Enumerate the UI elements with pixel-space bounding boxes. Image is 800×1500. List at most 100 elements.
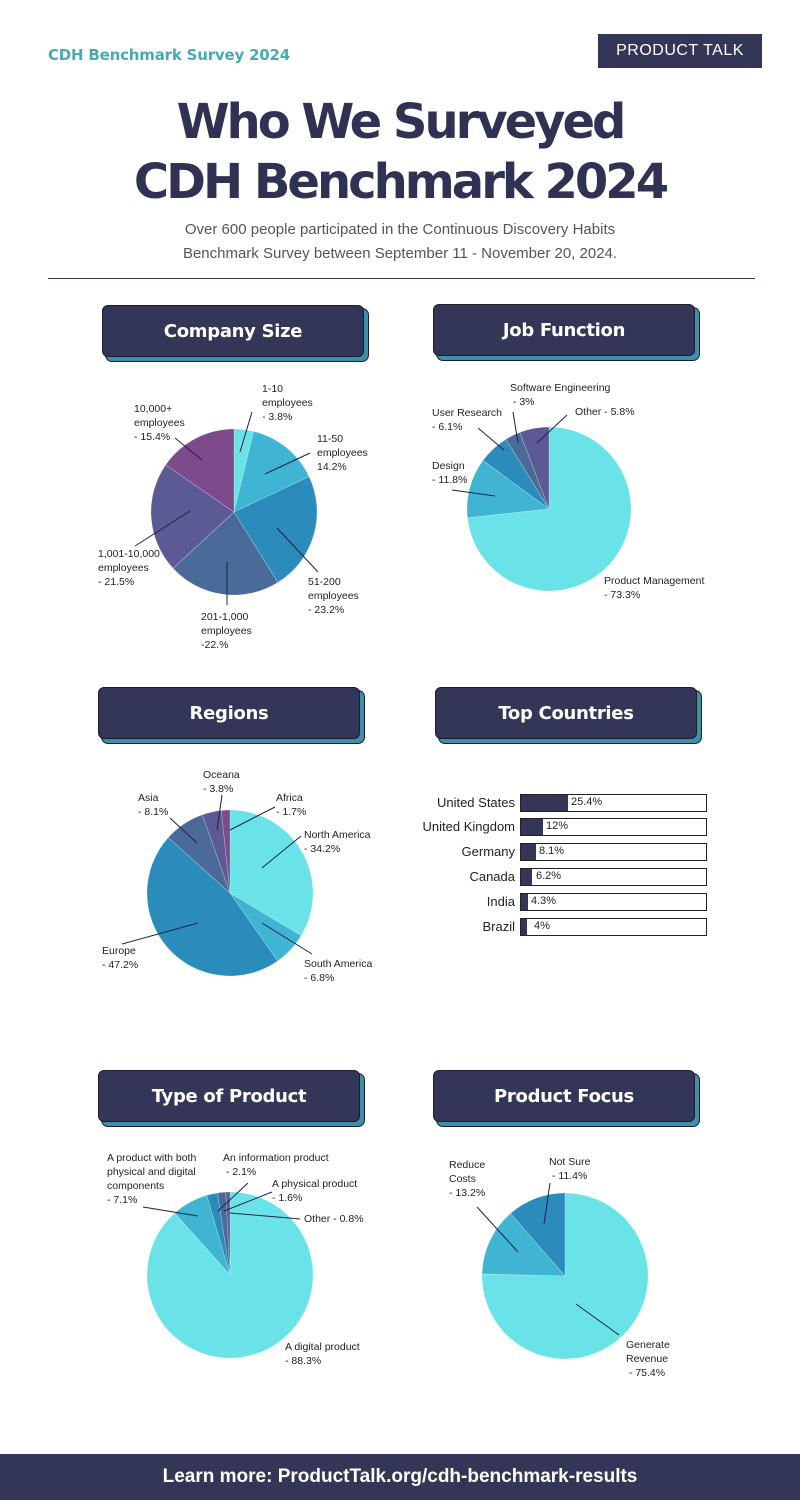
section-header-job-function: Job Function [433, 304, 695, 356]
slice-label: Generate Revenue - 75.4% [626, 1339, 670, 1379]
leader-line [476, 1206, 519, 1253]
section-header-product-focus: Product Focus [433, 1070, 695, 1122]
slice-label: Asia - 8.1% [138, 792, 168, 818]
slice-label: Africa - 1.7% [276, 792, 306, 818]
bar-fill [521, 795, 568, 811]
footer-learn-more-link[interactable]: Learn more: ProductTalk.org/cdh-benchmar… [0, 1454, 800, 1500]
slice-label: South America - 6.8% [304, 958, 372, 984]
slice-label: 51-200 employees - 23.2% [308, 576, 359, 616]
pie-slice [481, 1212, 566, 1277]
leader-line [216, 794, 223, 831]
slice-label: A digital product - 88.3% [285, 1341, 360, 1367]
slice-label: An information product - 2.1% [223, 1152, 329, 1178]
slice-label: Other - 5.8% [575, 406, 635, 418]
bar-row-united-kingdom: United Kingdom 12% [410, 818, 710, 836]
bar-label: India [486, 894, 515, 909]
leader-line [575, 1303, 620, 1336]
slice-label: North America - 34.2% [304, 829, 371, 855]
bar-label: United States [436, 795, 515, 810]
pie-slice [233, 430, 310, 513]
leader-line [276, 527, 319, 573]
pie-slice [519, 426, 550, 510]
leader-line [121, 922, 199, 945]
slice-label: 11-50 employees 14.2% [317, 433, 368, 473]
bar-value: 12% [546, 820, 569, 832]
pie-slice [467, 426, 632, 592]
leader-line [264, 452, 311, 475]
bar-value: 6.2% [536, 870, 562, 882]
subtitle-line1: Over 600 people participated in the Cont… [184, 221, 616, 238]
bar-value: 8.1% [539, 845, 565, 857]
section-header-top-countries: Top Countries [435, 687, 697, 739]
pie-slice [150, 464, 235, 569]
pie-slice [466, 459, 550, 519]
bar-row-india: India 4.3% [410, 893, 710, 911]
pie-slice [510, 1192, 566, 1277]
leader-line [261, 835, 302, 869]
pie-slice [482, 438, 550, 510]
leader-line [261, 922, 313, 955]
pie-slice [165, 428, 235, 513]
slice-label: A product with both physical and digital c… [107, 1152, 196, 1206]
survey-label: CDH Benchmark Survey 2024 [48, 46, 291, 64]
section-header-company-size: Company Size [102, 305, 364, 357]
bar-frame: 8.1% [520, 843, 707, 861]
bar-frame: 6.2% [520, 868, 707, 886]
leader-line [223, 1191, 273, 1212]
bar-row-united-states: United States 25.4% [410, 794, 710, 812]
leader-line [169, 817, 198, 844]
bar-frame: 4.3% [520, 893, 707, 911]
bar-fill [521, 894, 528, 910]
slice-label: Not Sure - 11.4% [549, 1156, 591, 1182]
pie-slice [505, 432, 550, 510]
bar-value: 25.4% [571, 796, 603, 808]
bar-label: Germany [461, 844, 515, 859]
pie-slice [167, 814, 231, 894]
pie-slice [217, 1191, 231, 1276]
bar-frame: 12% [520, 818, 707, 836]
slice-label: A physical product - 1.6% [272, 1178, 357, 1204]
bar-value: 4% [534, 920, 550, 932]
slice-label: Other - 0.8% [304, 1213, 364, 1225]
leader-line [174, 437, 203, 461]
pie-slice [481, 1192, 649, 1360]
bar-row-brazil: Brazil 4% [410, 918, 710, 936]
pie-slice [146, 1191, 314, 1359]
pie-slice [220, 809, 231, 894]
leader-line [134, 510, 191, 547]
pie-slice [233, 476, 318, 583]
section-header-regions: Regions [98, 687, 360, 739]
bar-value: 4.3% [531, 895, 557, 907]
slice-label: 1-10 employees - 3.8% [262, 383, 313, 423]
slice-label: Oceana - 3.8% [203, 769, 240, 795]
bar-label: United Kingdom [422, 819, 516, 834]
pie-slice [174, 1194, 231, 1276]
bar-fill [521, 819, 543, 835]
bar-fill [521, 844, 536, 860]
bar-frame: 25.4% [520, 794, 707, 812]
page-title-line2: CDH Benchmark 2024 [133, 154, 669, 210]
pie-slice [225, 1191, 231, 1276]
leader-line [451, 489, 496, 497]
bar-fill [521, 919, 527, 935]
leader-line [543, 1182, 551, 1225]
slice-label: 1,001-10,000 employees - 21.5% [98, 548, 160, 588]
slice-label: Product Management - 73.3% [604, 575, 704, 601]
pie-slice [229, 892, 302, 962]
divider [48, 278, 755, 279]
bar-label: Canada [469, 869, 515, 884]
pie-slice [201, 810, 231, 894]
pie-slice [172, 511, 279, 596]
leader-line [512, 411, 519, 444]
slice-label: Design - 11.8% [432, 460, 467, 486]
leader-line [217, 1182, 249, 1212]
section-header-type-of-product: Type of Product [98, 1070, 360, 1122]
leader-line [536, 414, 568, 444]
pie-slice [233, 428, 254, 513]
leader-line [239, 411, 253, 453]
